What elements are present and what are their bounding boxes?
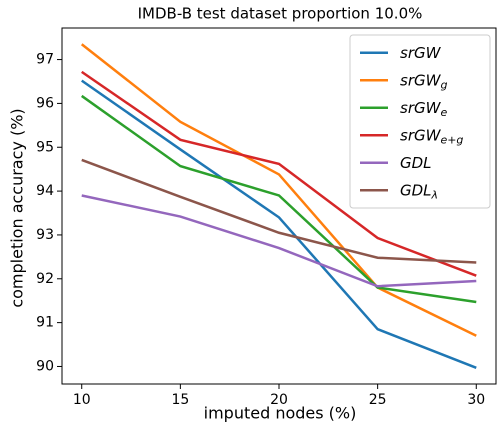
- y-axis-label: completion accuracy (%): [8, 108, 27, 307]
- series-line: [81, 94, 477, 304]
- x-tick-label: 20: [270, 392, 288, 408]
- x-tick-label: 10: [73, 392, 91, 408]
- x-tick-label: 30: [467, 392, 485, 408]
- y-tick-label: 91: [36, 315, 54, 331]
- legend-label: srGWe+g: [400, 126, 463, 147]
- x-tick-label: 25: [369, 392, 387, 408]
- series-line: [81, 158, 477, 264]
- y-tick-label: 94: [36, 183, 54, 199]
- legend-label: GDLλ: [400, 181, 438, 202]
- y-tick-label: 93: [36, 227, 54, 243]
- plot-frame: [61, 27, 497, 385]
- x-axis-label: imputed nodes (%): [204, 404, 357, 423]
- y-tick-label: 96: [36, 95, 54, 111]
- legend-label: srGWe: [400, 98, 447, 119]
- legend-label: srGW: [400, 43, 442, 61]
- legend-label: GDL: [400, 153, 432, 171]
- y-tick-label: 92: [36, 271, 54, 287]
- series-line: [81, 194, 477, 288]
- y-tick-label: 95: [36, 139, 54, 155]
- series-line: [81, 79, 477, 369]
- y-tick-label: 90: [36, 358, 54, 374]
- x-tick-label: 15: [171, 392, 189, 408]
- legend-label: srGWg: [400, 71, 447, 92]
- chart-title: IMDB-B test dataset proportion 10.0%: [138, 5, 423, 23]
- y-tick-label: 97: [36, 52, 54, 68]
- series-line: [80, 43, 477, 337]
- series-line: [81, 70, 477, 277]
- legend-box: [349, 34, 491, 209]
